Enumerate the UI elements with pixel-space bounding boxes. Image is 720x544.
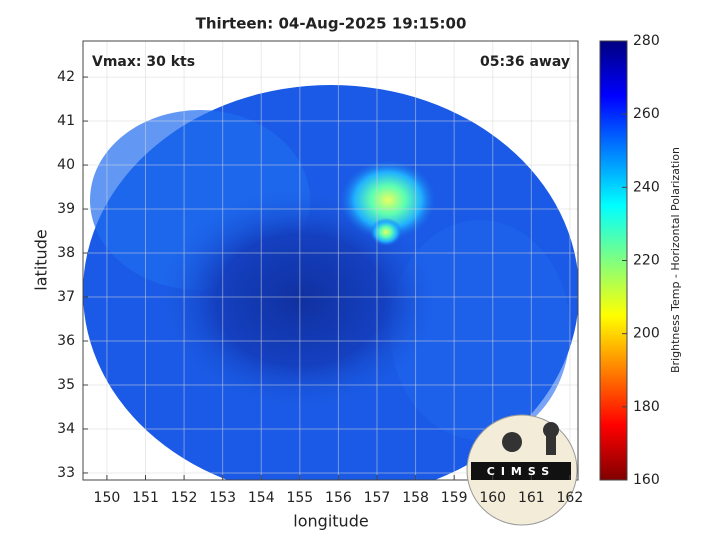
y-tick-label: 36 [57,333,75,349]
y-tick-label: 42 [57,69,75,85]
logo-band [471,462,571,480]
y-tick-label: 38 [57,245,75,261]
x-tick-label: 157 [364,490,391,506]
colorbar-tick-label: 220 [633,253,660,269]
x-tick-label: 150 [94,490,121,506]
y-tick-label: 33 [57,465,75,481]
colorbar-tick-label: 200 [633,326,660,342]
y-tick-label: 35 [57,377,75,393]
x-tick-label: 156 [325,490,352,506]
x-tick-label: 158 [402,490,429,506]
annotation: Vmax: 30 kts [92,54,195,70]
logo: CIMSS [466,414,578,526]
logo-icon [543,422,559,438]
convection [340,160,436,240]
x-tick-label: 162 [557,490,584,506]
y-tick-label: 39 [57,201,75,217]
y-tick-label: 37 [57,289,75,305]
plot-frame [82,40,579,481]
logo-icon [546,430,556,455]
plot-area [83,41,578,480]
colorbar-tick-label: 180 [633,399,660,415]
colorbar-tick-label: 260 [633,106,660,122]
chart-title: Thirteen: 04-Aug-2025 19:15:00 [196,15,467,33]
x-tick-label: 152 [171,490,198,506]
convection [370,218,402,246]
logo-icon [502,432,522,452]
colorbar-tick-label: 160 [633,472,660,488]
x-tick-label: 153 [209,490,236,506]
x-tick-label: 151 [132,490,159,506]
colorbar-tick-label: 280 [633,33,660,49]
x-tick-label: 161 [518,490,545,506]
logo-text: CIMSS [487,465,555,478]
y-tick-label: 41 [57,113,75,129]
colorbar-tick-label: 240 [633,179,660,195]
annotation: 05:36 away [480,54,570,70]
x-axis-label: longitude [293,512,368,531]
colorbar-label: Brightness Temp - Horizontal Polarizatio… [669,147,682,373]
x-tick-label: 160 [479,490,506,506]
x-tick-label: 154 [248,490,275,506]
x-tick-label: 159 [441,490,468,506]
y-tick-label: 40 [57,157,75,173]
y-tick-label: 34 [57,421,75,437]
x-tick-label: 155 [286,490,313,506]
y-axis-label: latitude [32,229,51,290]
